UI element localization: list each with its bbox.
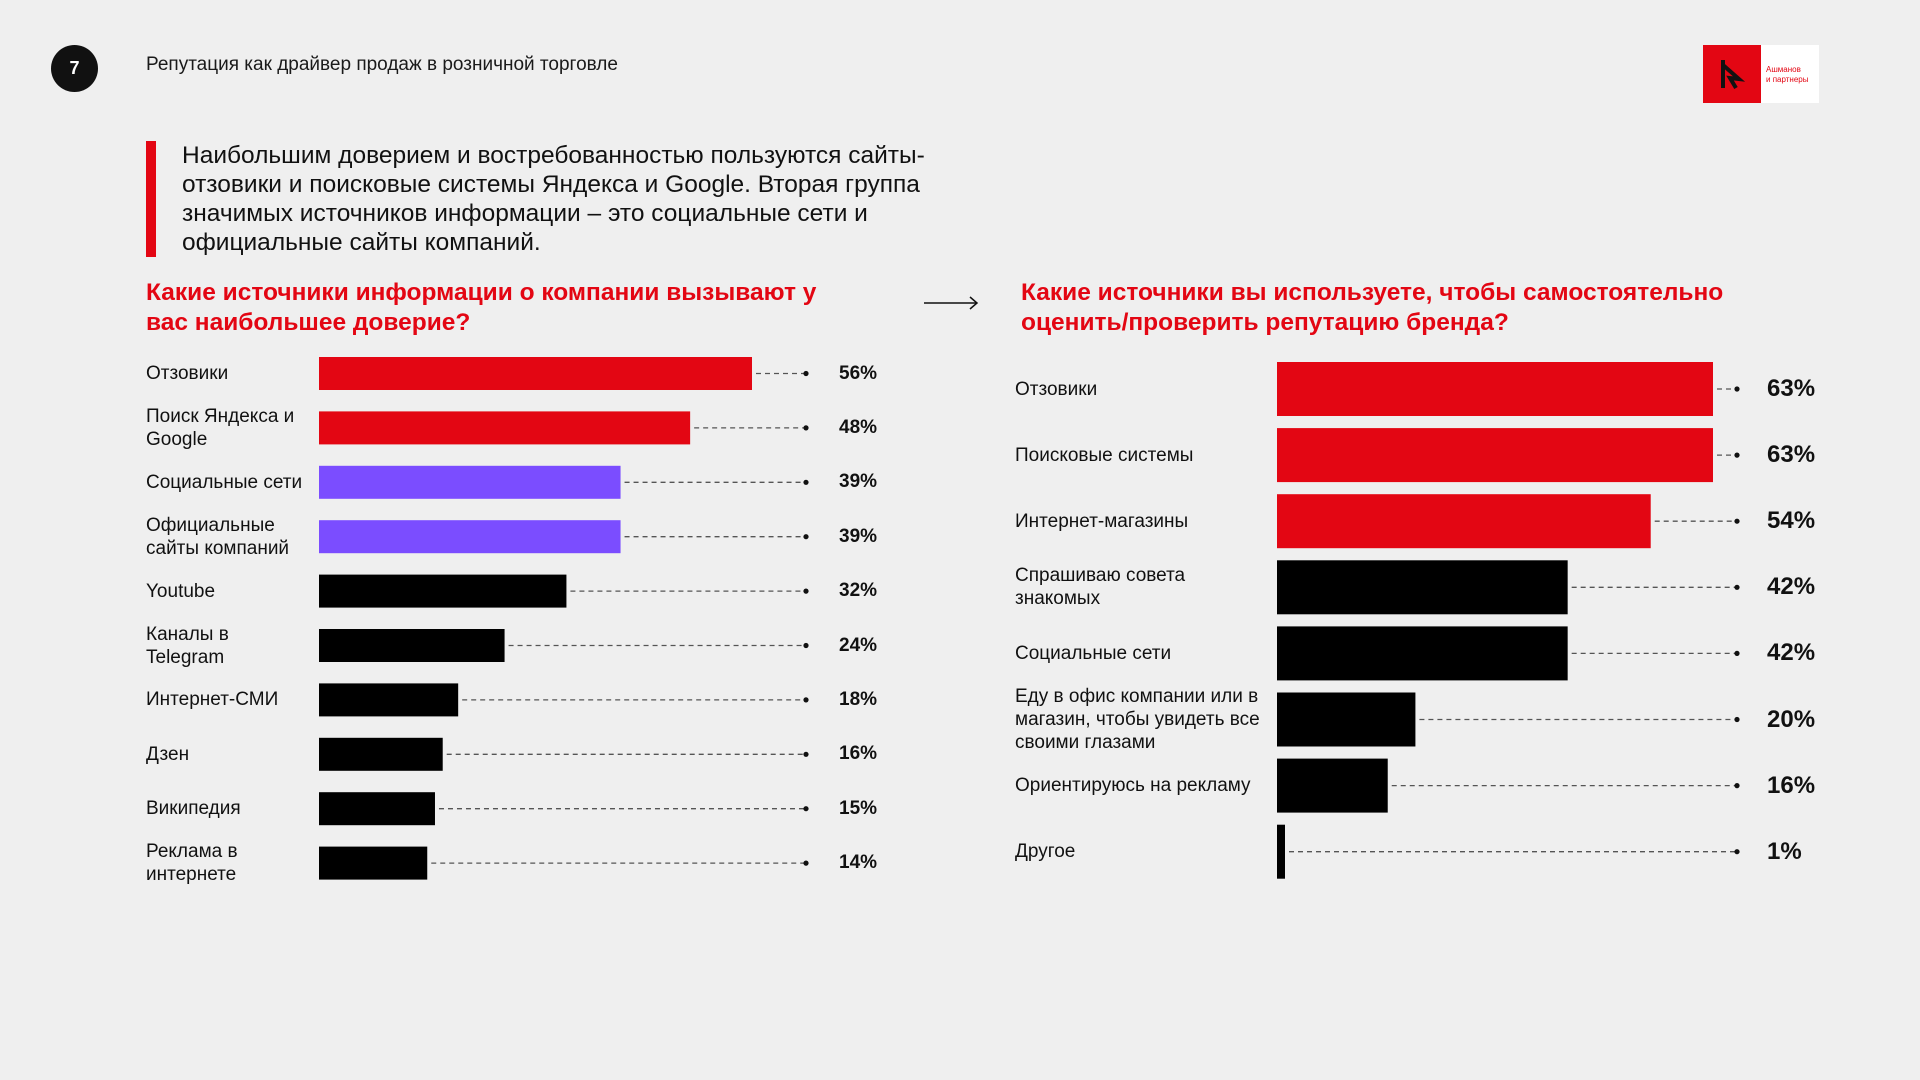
right-bar-7 <box>1277 824 1285 879</box>
right-leader-dot-2 <box>1734 518 1740 524</box>
logo-text-line1: Ашманов <box>1766 65 1801 74</box>
left-category-label-3: Официальные сайты компаний <box>146 514 290 559</box>
right-leader-dot-4 <box>1734 650 1740 657</box>
left-bar-6 <box>319 683 459 717</box>
left-bar-9 <box>319 846 428 880</box>
left-leader-dot-9 <box>803 860 809 866</box>
left-value-label-6: 18% <box>839 688 878 710</box>
left-value-label-1: 48% <box>839 416 878 438</box>
left-category-label-1: Поиск Яндекса и Google <box>146 405 295 450</box>
left-bar-5 <box>319 629 505 662</box>
right-bar-5 <box>1277 692 1416 747</box>
page-number-badge: 7 <box>51 45 98 92</box>
left-value-label-3: 39% <box>839 525 878 547</box>
arrow-right-icon <box>924 295 980 316</box>
right-category-label-2: Интернет-магазины <box>1015 510 1189 532</box>
logo-mark-icon <box>1703 45 1761 103</box>
right-category-label-1: Поисковые системы <box>1015 444 1194 466</box>
right-leader-dot-7 <box>1734 849 1740 855</box>
right-leader-dot-5 <box>1734 716 1740 723</box>
left-leader-dot-3 <box>803 534 809 540</box>
right-category-label-5: Еду в офис компании или в магазин, чтобы… <box>1015 686 1260 753</box>
left-value-label-2: 39% <box>839 471 878 493</box>
right-leader-dot-6 <box>1734 783 1740 789</box>
left-leader-dot-4 <box>803 588 809 594</box>
right-bar-0 <box>1277 362 1713 416</box>
left-category-label-5: Каналы в Telegram <box>146 623 229 668</box>
right-chart-title: Какие источники вы используете, чтобы са… <box>1021 279 1724 336</box>
left-leader-dot-6 <box>803 697 809 703</box>
right-value-label-6: 16% <box>1767 771 1816 799</box>
right-category-label-3: Спрашиваю совета знакомых <box>1015 565 1186 610</box>
right-bar-6 <box>1277 758 1388 813</box>
left-category-label-8: Википедия <box>146 798 241 820</box>
logo-text: Ашманов и партнеры <box>1761 45 1808 103</box>
right-value-label-7: 1% <box>1767 837 1802 865</box>
left-value-label-5: 24% <box>839 634 878 656</box>
right-value-label-1: 63% <box>1767 441 1816 469</box>
right-category-label-7: Другое <box>1015 841 1076 863</box>
right-category-label-6: Ориентируюсь на рекламу <box>1015 775 1251 797</box>
right-bar-4 <box>1277 626 1568 681</box>
right-value-label-3: 42% <box>1767 573 1816 601</box>
left-category-label-7: Дзен <box>146 743 190 765</box>
right-leader-dot-3 <box>1734 584 1740 590</box>
left-value-label-0: 56% <box>839 362 878 384</box>
left-value-label-4: 32% <box>839 580 878 602</box>
lead-paragraph: Наибольшим доверием и востребованностью … <box>182 142 925 256</box>
logo-text-line2: и партнеры <box>1766 75 1809 84</box>
left-leader-dot-5 <box>803 642 809 649</box>
left-category-label-2: Социальные сети <box>146 471 303 493</box>
right-bar-3 <box>1277 560 1568 615</box>
left-bar-3 <box>319 520 621 554</box>
right-value-label-0: 63% <box>1767 375 1816 402</box>
left-value-label-9: 14% <box>839 852 878 874</box>
company-logo: Ашманов и партнеры <box>1703 45 1819 103</box>
lead-accent-bar <box>146 141 156 257</box>
right-value-label-5: 20% <box>1767 705 1816 733</box>
left-value-label-7: 16% <box>839 743 878 765</box>
left-bar-8 <box>319 792 435 826</box>
left-bar-4 <box>319 574 567 608</box>
right-value-label-4: 42% <box>1767 639 1816 667</box>
right-bar-1 <box>1277 428 1713 483</box>
right-value-label-2: 54% <box>1767 507 1816 535</box>
right-leader-dot-1 <box>1734 452 1740 458</box>
left-leader-dot-7 <box>803 751 809 757</box>
left-category-label-9: Реклама в интернете <box>146 841 238 886</box>
page-title: Репутация как драйвер продаж в розничной… <box>146 54 618 75</box>
left-bar-0 <box>319 357 752 390</box>
left-leader-dot-2 <box>803 479 809 485</box>
right-category-label-0: Отзовики <box>1015 378 1098 400</box>
left-bar-2 <box>319 465 621 499</box>
left-category-label-0: Отзовики <box>146 363 229 384</box>
left-category-label-4: Youtube <box>146 580 216 602</box>
left-chart-title: Какие источники информации о компании вы… <box>146 279 817 336</box>
left-category-label-6: Интернет-СМИ <box>146 689 279 711</box>
left-leader-dot-8 <box>803 806 809 812</box>
right-bar-2 <box>1277 494 1651 549</box>
left-bar-1 <box>319 411 691 445</box>
right-leader-dot-0 <box>1734 386 1740 392</box>
left-leader-dot-1 <box>803 425 809 431</box>
left-value-label-8: 15% <box>839 797 878 819</box>
right-category-label-4: Социальные сети <box>1015 642 1172 664</box>
left-bar-7 <box>319 737 443 771</box>
left-leader-dot-0 <box>803 370 809 377</box>
